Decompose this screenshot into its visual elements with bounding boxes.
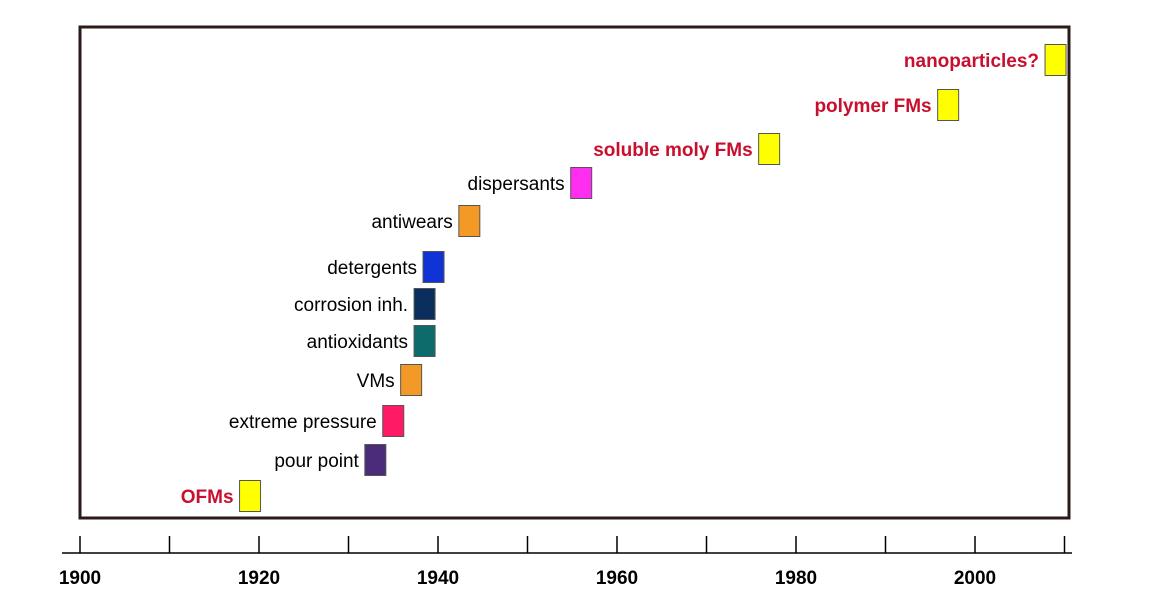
event-marker [239,480,262,512]
time-axis-ticks [79,536,1066,553]
plot-frame [78,25,1071,520]
x-tick-label: 1900 [59,568,101,589]
timeline-events: OFMs pour point extreme pressure VMs antioxi… [181,44,1067,512]
event-extreme-pressure: extreme pressure [229,405,405,437]
event-marker [364,444,387,476]
event-label: dispersants [468,174,565,195]
event-marker [400,364,423,396]
event-label: pour point [274,451,359,472]
event-vms: VMs [357,364,423,396]
event-marker [382,405,405,437]
x-tick-label: 2000 [954,568,996,589]
event-label: antioxidants [307,332,408,353]
x-tick-label: 1920 [238,568,280,589]
event-marker [937,89,960,121]
x-tick-label: 1960 [596,568,638,589]
event-label: soluble moly FMs [593,140,752,161]
event-label: extreme pressure [229,412,377,433]
event-label: VMs [357,371,395,392]
event-label: corrosion inh. [294,295,408,316]
event-label: antiwears [371,212,452,233]
event-marker [570,167,593,199]
event-antiwears: antiwears [371,205,481,237]
event-pour-point: pour point [274,444,387,476]
event-antioxidants: antioxidants [307,325,436,357]
event-ofms: OFMs [181,480,262,512]
event-marker [413,288,436,320]
event-marker [1044,44,1067,76]
event-dispersants: dispersants [468,167,593,199]
event-soluble-moly-fms: soluble moly FMs [593,133,781,165]
event-marker [458,205,481,237]
event-label: OFMs [181,487,234,508]
event-label: polymer FMs [814,96,931,117]
event-marker [758,133,781,165]
event-marker [413,325,436,357]
event-corrosion-inh-: corrosion inh. [294,288,436,320]
x-tick-label: 1980 [775,568,817,589]
event-marker [422,251,445,283]
event-label: nanoparticles? [904,51,1039,72]
event-detergents: detergents [327,251,445,283]
time-axis-tick-labels: 1900 1920 1940 1960 1980 2000 [59,568,996,589]
x-tick-label: 1940 [417,568,459,589]
event-polymer-fms: polymer FMs [814,89,960,121]
event-label: detergents [327,258,417,279]
event-nanoparticles-: nanoparticles? [904,44,1067,76]
